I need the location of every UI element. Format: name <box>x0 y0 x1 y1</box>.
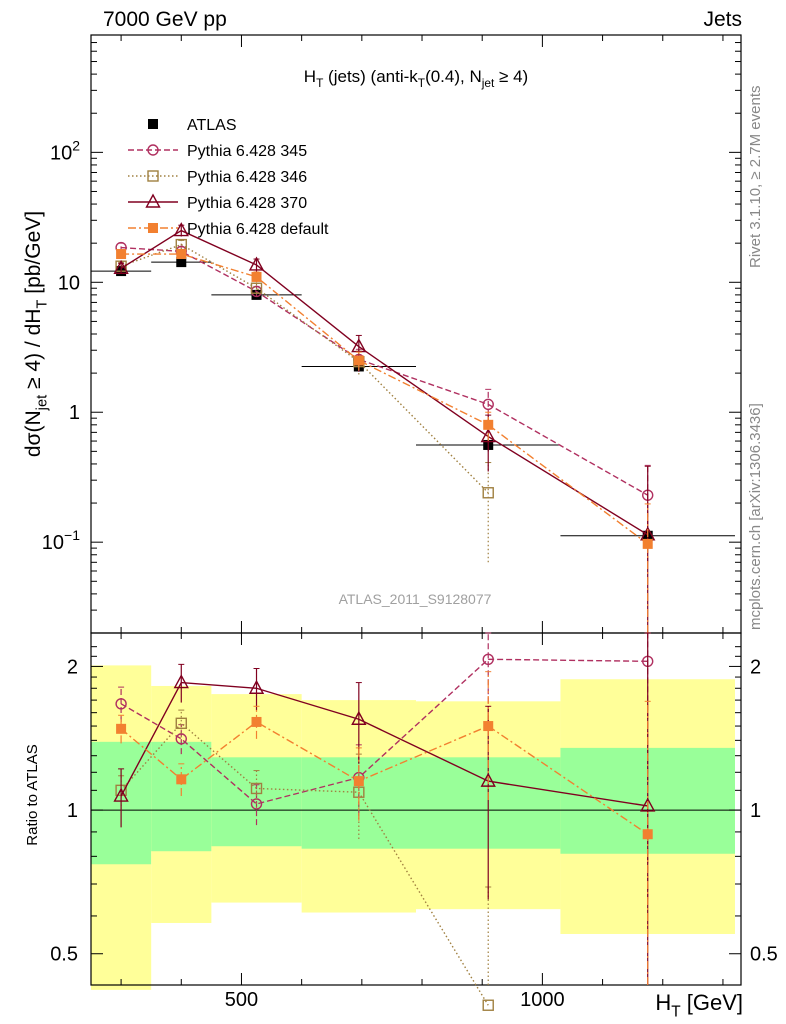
legend-marker-atlas <box>148 119 158 129</box>
legend-label-pythia-6-428-370: Pythia 6.428 370 <box>187 195 307 212</box>
ratio-point-pythia-6-428-default <box>251 716 262 727</box>
legend-marker-pythia-6-428-370 <box>145 193 161 208</box>
ratio-point-pythia-6-428-345 <box>175 733 187 745</box>
ratio-y-tick-label-left: 0.5 <box>50 944 78 966</box>
ratio-point-pythia-6-428-default <box>176 774 187 785</box>
legend-marker-pythia-6-428-345 <box>147 144 159 156</box>
series-1 <box>115 241 654 563</box>
series-0 <box>91 257 735 547</box>
ratio-series-3 <box>116 671 653 985</box>
series-4 <box>116 249 653 633</box>
watermark-label: ATLAS_2011_S9128077 <box>339 591 492 607</box>
legend-label-atlas: ATLAS <box>187 117 237 134</box>
header-left: 7000 GeV pp <box>103 8 227 31</box>
ratio-point-pythia-6-428-346 <box>250 782 263 795</box>
data-point-pythia-6-428-370 <box>248 256 265 271</box>
rivet-version-label: Rivet 3.1.10, ≥ 2.7M events <box>747 85 764 269</box>
y-tick-label: 1 <box>69 402 80 424</box>
ratio-point-pythia-6-428-345 <box>115 698 127 710</box>
y-tick-label: 10 <box>58 272 80 294</box>
stat-uncertainty-band <box>151 741 212 852</box>
ratio-point-pythia-6-428-370 <box>113 787 129 802</box>
x-tick-label: 1000 <box>520 989 565 1011</box>
ratio-line-pythia-6-428-370 <box>120 681 648 807</box>
y-axis-label-group: dσ(Njet ≥ 4) / dHT [pb/GeV] <box>22 211 50 457</box>
series-line-pythia-6-428-346 <box>120 243 489 494</box>
tick-labels: 10−1 1 10 102 0.5 0.5 1 1 2 2 500 1000 <box>42 137 778 1011</box>
data-point-pythia-6-428-370 <box>351 338 367 353</box>
chart-texts: HT (jets) (anti-kT(0.4), Njet ≥ 4) ATLAS_… <box>22 67 743 1021</box>
ratio-point-pythia-6-428-370 <box>480 772 496 787</box>
series-line-pythia-6-428-370 <box>120 229 649 536</box>
ratio-point-pythia-6-428-default <box>116 723 127 734</box>
data-point-pythia-6-428-default <box>353 355 364 366</box>
ratio-plot-frame <box>90 632 742 986</box>
ratio-y-tick-label-left: 1 <box>67 800 78 822</box>
data-point-pythia-6-428-default <box>642 538 653 549</box>
ratio-line-pythia-6-428-346 <box>120 722 489 1006</box>
plot-title: HT (jets) (anti-kT(0.4), Njet ≥ 4) <box>304 67 528 90</box>
ratio-point-pythia-6-428-346 <box>482 999 494 1011</box>
y-tick-label: 10−1 <box>42 527 80 554</box>
data-point-pythia-6-428-370 <box>173 222 189 237</box>
ratio-series-1 <box>115 709 494 1011</box>
data-point-pythia-6-428-345 <box>482 398 494 411</box>
series-3 <box>113 222 656 633</box>
ratio-point-pythia-6-428-370 <box>351 710 367 725</box>
ratio-panel-frame <box>90 632 742 986</box>
data-point-pythia-6-428-370 <box>480 428 496 443</box>
ratio-point-pythia-6-428-345 <box>482 653 494 665</box>
ratio-point-pythia-6-428-370 <box>248 679 265 694</box>
series-line-pythia-6-428-default <box>121 253 649 545</box>
y-tick-label: 102 <box>50 137 80 164</box>
legend: ATLAS Pythia 6.428 345 Pythia 6.428 346 Pyt… <box>128 117 329 238</box>
ratio-point-pythia-6-428-370 <box>640 797 656 812</box>
ratio-y-axis-label: Ratio to ATLAS <box>24 744 41 845</box>
ratio-point-pythia-6-428-370 <box>173 674 189 689</box>
ratio-y-axis-label-group: Ratio to ATLAS <box>24 744 41 845</box>
ratio-series-2 <box>113 632 656 985</box>
ratio-y-tick-label-right: 1 <box>750 800 761 822</box>
ratio-point-pythia-6-428-346 <box>175 717 187 730</box>
data-point-pythia-6-428-default <box>116 249 127 260</box>
ratio-series-layer <box>113 632 656 1011</box>
series-line-pythia-6-428-345 <box>121 246 649 496</box>
x-axis-label: HT [GeV] <box>655 990 743 1021</box>
legend-label-pythia-6-428-345: Pythia 6.428 345 <box>187 143 307 160</box>
ratio-y-tick-label-right: 0.5 <box>750 944 778 966</box>
ratio-y-tick-label-left: 2 <box>67 656 78 678</box>
data-point-atlas <box>176 257 187 268</box>
data-point-pythia-6-428-346 <box>250 282 263 294</box>
ratio-point-pythia-6-428-default <box>353 776 364 787</box>
legend-label-pythia-6-428-346: Pythia 6.428 346 <box>187 169 307 186</box>
mcplots-label: mcplots.cern.ch [arXiv:1306.3436] <box>747 403 764 630</box>
header-right: Jets <box>703 8 742 31</box>
data-point-pythia-6-428-default <box>251 271 262 282</box>
ratio-line-pythia-6-428-default <box>120 721 649 835</box>
ratio-point-pythia-6-428-default <box>483 721 494 732</box>
ratio-point-pythia-6-428-default <box>642 829 653 840</box>
data-point-pythia-6-428-default <box>176 249 187 260</box>
legend-marker-pythia-6-428-346 <box>147 170 159 182</box>
x-tick-label: 500 <box>225 989 258 1011</box>
data-point-pythia-6-428-370 <box>113 259 129 275</box>
y-axis-label: dσ(Njet ≥ 4) / dHT [pb/GeV] <box>22 211 50 457</box>
legend-marker-pythia-6-428-default <box>148 223 158 233</box>
ratio-y-tick-label-right: 2 <box>750 656 761 678</box>
data-point-pythia-6-428-default <box>483 419 494 430</box>
data-point-pythia-6-428-346 <box>482 487 494 499</box>
legend-label-pythia-6-428-default: Pythia 6.428 default <box>187 221 329 238</box>
main-series-layer <box>91 222 735 633</box>
